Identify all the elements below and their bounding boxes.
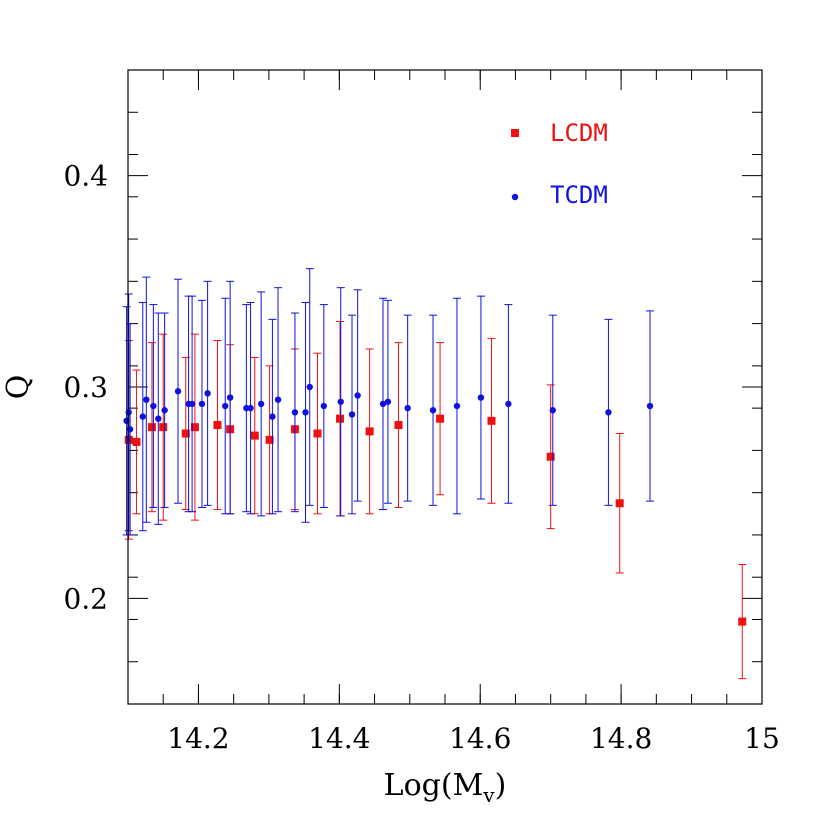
tcdm-point	[274, 396, 282, 403]
x-tick-label: 14.4	[308, 722, 370, 755]
lcdm-point	[147, 423, 156, 432]
lcdm-point	[336, 414, 345, 423]
lcdm-point	[436, 414, 445, 423]
tcdm-point	[257, 400, 265, 408]
lcdm-point	[132, 437, 141, 446]
x-tick-label: 14.2	[167, 722, 229, 755]
tcdm-point	[139, 413, 146, 420]
legend-marker-tcdm	[511, 193, 519, 201]
tcdm-point	[320, 402, 328, 410]
tcdm-point	[477, 394, 485, 401]
lcdm-point	[394, 421, 403, 430]
lcdm-point	[159, 423, 168, 432]
y-tick-label: 0.3	[63, 371, 108, 404]
tcdm-point	[549, 407, 556, 414]
lcdm-point	[615, 499, 624, 508]
tick-labels: 14.2 14.4 14.6 14.8 15 0.2 0.3 0.4	[63, 160, 779, 755]
lcdm-point	[213, 421, 222, 430]
tcdm-point	[291, 409, 299, 416]
tcdm-point	[646, 402, 654, 410]
tcdm-point	[379, 400, 387, 408]
tcdm-point	[125, 409, 132, 416]
lcdm-point	[546, 452, 555, 461]
tcdm-point	[306, 383, 313, 391]
tcdm-point	[143, 396, 150, 403]
x-tick-label: 14.6	[449, 722, 511, 755]
tcdm-point	[348, 411, 356, 418]
y-tick-label: 0.4	[63, 160, 108, 193]
tcdm-point	[453, 402, 461, 410]
legend-label-lcdm: LCDM	[550, 119, 608, 147]
y-tick-label: 0.2	[63, 582, 108, 615]
legend-label-tcdm: TCDM	[550, 181, 608, 209]
tcdm-point	[354, 392, 361, 399]
x-tick-label: 14.8	[590, 722, 652, 755]
tcdm-point	[198, 400, 206, 408]
tcdm-point	[337, 398, 344, 405]
lcdm-point	[365, 427, 374, 436]
legend: LCDM TCDM	[511, 119, 608, 209]
tcdm-point	[605, 409, 612, 416]
tcdm-point	[226, 394, 234, 401]
legend-marker-lcdm	[511, 129, 519, 137]
lcdm-point	[738, 617, 747, 626]
tcdm-point	[384, 398, 392, 405]
lcdm-point	[181, 429, 190, 438]
tcdm-point	[155, 415, 162, 422]
data-series	[122, 268, 747, 680]
lcdm-point	[265, 435, 274, 444]
tcdm-point	[247, 404, 254, 412]
tcdm-point	[222, 402, 229, 410]
series-lcdm	[124, 320, 747, 680]
tcdm-point	[204, 390, 211, 397]
tcdm-point	[505, 400, 512, 408]
tcdm-point	[404, 404, 411, 412]
tcdm-point	[302, 409, 309, 416]
y-axis-label: Q	[1, 375, 36, 400]
tcdm-point	[174, 388, 182, 395]
axis-ticks	[128, 70, 763, 704]
x-axis-label: Log(Mv)	[384, 768, 507, 807]
x-tick-label: 15	[744, 722, 780, 755]
series-tcdm	[122, 268, 654, 536]
tcdm-point	[150, 402, 157, 410]
tcdm-point	[188, 400, 196, 408]
plot-frame	[127, 69, 763, 705]
lcdm-point	[190, 423, 199, 432]
tcdm-point	[269, 413, 276, 420]
tcdm-point	[161, 407, 168, 414]
tcdm-point	[429, 407, 437, 414]
lcdm-point	[250, 431, 259, 440]
lcdm-point	[313, 429, 322, 438]
lcdm-point	[487, 416, 496, 425]
